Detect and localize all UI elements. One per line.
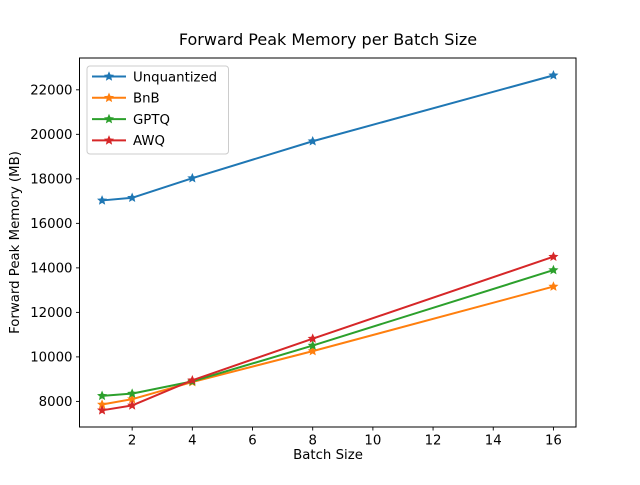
data-point-unquantized: [97, 195, 108, 205]
series-line-awq: [101, 255, 555, 412]
x-tick-label: 12: [425, 434, 442, 449]
data-point-unquantized: [127, 192, 138, 203]
data-point-gptq: [97, 390, 108, 401]
y-tick-label: 20000: [30, 128, 72, 143]
x-tick-label: 8: [308, 434, 316, 449]
plot-frame: [79, 57, 577, 428]
legend-box: [86, 65, 229, 155]
y-axis-label: Forward Peak Memory (MB): [8, 151, 23, 334]
data-point-awq: [97, 405, 108, 415]
y-tick-label: 18000: [30, 173, 72, 188]
y-tick-label: 8000: [39, 395, 73, 410]
legend-marker-unquantized: [103, 71, 115, 81]
data-point-gptq: [548, 264, 559, 275]
data-point-bnb: [548, 281, 559, 291]
data-point-bnb: [307, 345, 318, 356]
data-point-awq: [307, 333, 318, 343]
y-tick-label: 12000: [30, 306, 72, 321]
legend-label-awq: AWQ: [133, 134, 165, 149]
legend-label-unquantized: Unquantized: [133, 70, 217, 85]
data-point-unquantized: [307, 135, 318, 146]
plot-area: 2 4 6 8 10 12 14 16 8000 10000 12000 14000 16000 1800…: [30, 57, 577, 449]
legend-marker-gptq: [103, 113, 115, 124]
data-point-gptq: [307, 340, 318, 350]
x-tick-label: 10: [364, 434, 381, 449]
legend-label-gptq: GPTQ: [133, 113, 170, 128]
legend-marker-awq: [103, 135, 115, 145]
data-point-bnb: [127, 393, 138, 404]
x-tick-label: 2: [128, 434, 136, 449]
data-point-unquantized: [187, 172, 198, 183]
data-point-unquantized: [548, 70, 559, 80]
y-tick-label: 16000: [30, 217, 72, 232]
y-tick-label: 14000: [30, 262, 72, 277]
x-tick-label: 6: [248, 434, 256, 449]
data-point-awq: [548, 251, 559, 262]
y-tick-label: 22000: [30, 84, 72, 99]
chart-title: Forward Peak Memory per Batch Size: [179, 30, 477, 49]
x-axis-label: Batch Size: [293, 448, 363, 463]
data-point-awq: [127, 400, 138, 410]
data-point-bnb: [97, 399, 108, 409]
data-point-gptq: [127, 388, 138, 398]
x-tick-label: 14: [485, 434, 502, 449]
x-tick-label: 16: [545, 434, 562, 449]
legend-marker-bnb: [103, 92, 115, 103]
y-tick-label: 10000: [30, 351, 72, 366]
data-point-awq: [187, 374, 198, 385]
legend-label-bnb: BnB: [133, 92, 160, 107]
x-tick-label: 4: [188, 434, 196, 449]
